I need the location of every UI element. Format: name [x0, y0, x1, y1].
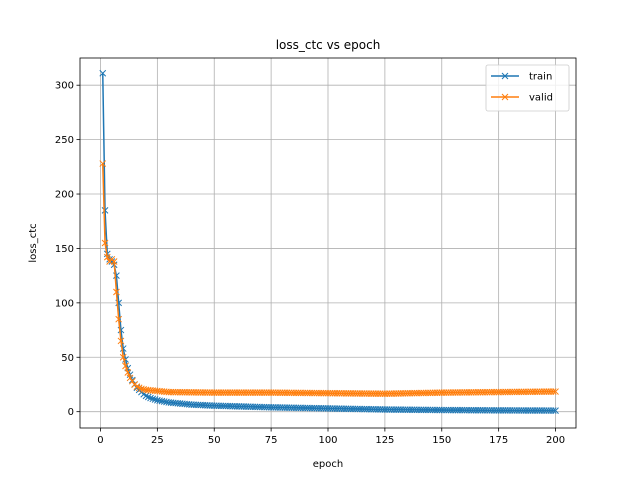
chart-title: loss_ctc vs epoch: [276, 38, 381, 52]
series-train: [99, 69, 559, 414]
data-point-valid: [117, 337, 125, 345]
x-tick-label: 100: [318, 435, 337, 446]
y-tick-label: 0: [68, 407, 74, 418]
y-tick-label: 150: [55, 244, 74, 255]
data-point-train: [101, 206, 109, 214]
legend-label: valid: [529, 93, 553, 104]
series-valid: [99, 160, 559, 398]
series-layer: [99, 69, 559, 414]
data-point-valid: [101, 239, 109, 247]
x-tick-label: 175: [489, 435, 508, 446]
data-point-valid: [99, 160, 107, 167]
y-tick-label: 50: [61, 353, 74, 364]
data-point-train: [549, 407, 557, 414]
x-tick-label: 75: [265, 435, 278, 446]
data-point-valid: [122, 362, 129, 370]
data-point-train: [147, 394, 154, 402]
data-point-valid: [552, 388, 559, 395]
legend: train valid: [485, 64, 570, 112]
data-point-train: [149, 395, 157, 403]
x-tick-label: 200: [546, 435, 565, 446]
y-tick-label: 300: [55, 81, 74, 92]
data-point-train: [99, 69, 107, 77]
y-tick-label: 200: [55, 190, 74, 201]
x-axis-label: epoch: [313, 459, 343, 470]
legend-label: train: [529, 72, 552, 83]
y-axis-label: loss_ctc: [28, 223, 39, 262]
data-point-valid: [549, 388, 557, 395]
data-point-valid: [119, 353, 127, 361]
data-point-valid: [124, 369, 132, 376]
legend-swatch-marker: [501, 72, 509, 80]
data-point-valid: [103, 253, 111, 261]
x-tick-label: 0: [97, 435, 103, 446]
data-point-valid: [113, 288, 120, 296]
data-point-valid: [128, 377, 136, 385]
x-tick-label: 125: [375, 435, 394, 446]
legend-box: [485, 64, 570, 112]
y-tick-label: 250: [55, 135, 74, 146]
legend-swatch-marker: [501, 93, 509, 101]
x-tick-label: 50: [208, 435, 221, 446]
data-point-valid: [110, 258, 118, 265]
x-tick-label: 150: [432, 435, 451, 446]
y-tick-label: 100: [55, 298, 74, 309]
data-point-valid: [115, 315, 123, 323]
data-point-train: [552, 407, 559, 414]
axis-ticks: 0 25 50 75 100 125 150 175 200 0 50 100 150 200 250 300: [55, 81, 565, 446]
data-point-valid: [126, 374, 134, 382]
x-tick-label: 25: [151, 435, 164, 446]
